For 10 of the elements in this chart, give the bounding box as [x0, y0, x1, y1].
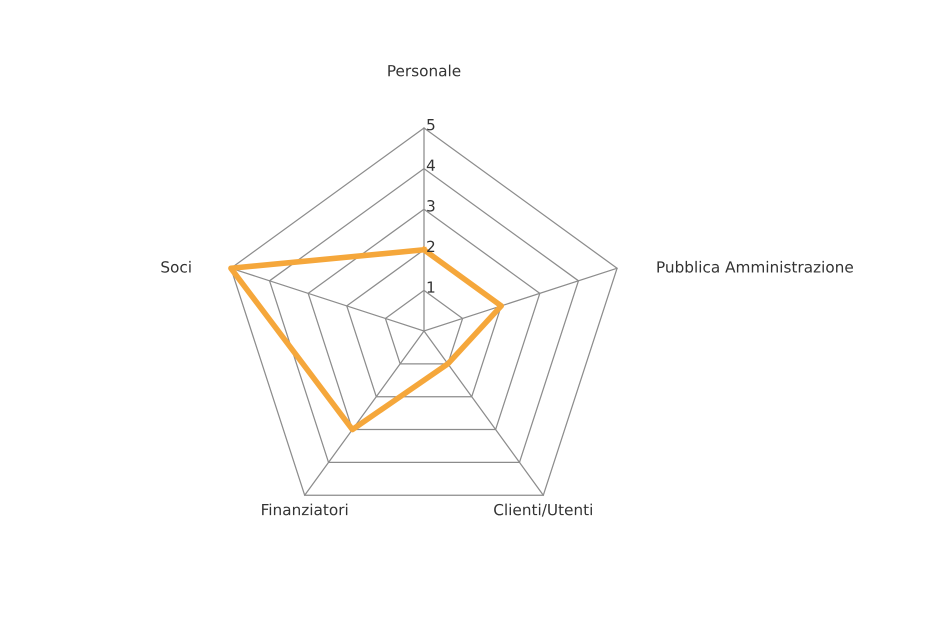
spoke-label: Pubblica Amministrazione [657, 260, 853, 273]
y-tick-label: 5 [427, 119, 434, 130]
y-tick-label: 1 [428, 281, 434, 293]
y-tick-label: 4 [426, 160, 435, 171]
y-tick-label: 2 [427, 240, 434, 252]
y-tick-label: 3 [427, 200, 435, 212]
spoke-label: Soci [161, 260, 191, 273]
spoke-label: Finanziatori [262, 504, 348, 516]
spoke-label: Personale [388, 64, 460, 76]
spoke-label: Clienti/Utenti [494, 504, 592, 517]
